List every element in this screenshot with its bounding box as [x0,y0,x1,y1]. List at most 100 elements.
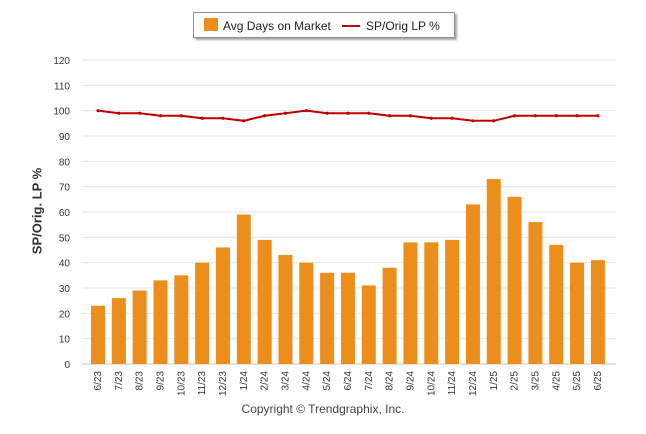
bar [361,285,376,364]
line-point [221,116,225,120]
bar [132,290,147,364]
line-point [304,109,308,113]
legend: Avg Days on Market SP/Orig LP % [193,12,455,38]
x-tick-labels: 6/23 7/23 8/23 9/23 10/23 11/23 12/23 1/24 2/24 3… [93,371,604,396]
y-tick-label: 40 [59,259,71,270]
y-tick-label: 80 [59,157,71,168]
bar [195,262,210,364]
y-tick-label: 100 [53,107,70,118]
copyright-text: Copyright © Trendgraphix, Inc. [241,402,405,416]
x-tick-label: 4/25 [551,371,562,391]
x-tick-label: 8/24 [385,371,396,391]
line-point [513,114,517,118]
x-tick-label: 5/24 [322,371,333,391]
y-tick-label: 0 [64,360,70,371]
x-tick-label: 5/25 [572,371,583,391]
x-tick-label: 10/24 [426,371,437,396]
y-tick-label: 110 [54,81,70,92]
line-point [408,114,413,118]
bar [424,242,439,364]
x-tick-label: 12/24 [468,371,479,396]
bar [382,267,397,364]
line-point [117,111,121,115]
x-tick-label: 12/23 [218,371,229,396]
bar [340,272,355,364]
line-point [450,116,454,120]
bar [465,204,480,364]
bar [153,280,168,364]
bar [570,262,585,364]
legend-bar-label: Avg Days on Market [223,19,331,33]
x-tick-label: 11/23 [197,371,208,396]
line-point [492,119,496,123]
line-point [138,111,142,115]
y-tick-label: 20 [59,309,71,320]
line-series [96,109,600,123]
line-point [367,111,371,115]
bar [528,222,543,364]
bar [215,247,230,364]
line-point [429,116,433,120]
x-tick-label: 6/25 [593,371,604,391]
bar [111,298,126,364]
line-point [388,114,392,118]
x-tick-label: 1/24 [239,371,250,391]
bar [549,244,564,364]
line-point [325,111,329,115]
x-tick-label: 9/23 [155,371,166,391]
y-tick-label: 70 [59,183,71,194]
y-tick-label: 50 [59,233,71,244]
y-tick-label: 60 [59,208,71,219]
line-point [533,114,538,118]
line-point [242,119,246,123]
line-point [554,114,558,118]
bar [403,242,418,364]
bar [507,196,522,364]
bar [299,262,314,364]
gridlines [82,59,616,365]
legend-line-swatch [342,25,360,27]
bar [486,179,501,364]
line-point [158,114,163,118]
x-tick-label: 7/23 [114,371,125,391]
bar [445,239,460,364]
y-tick-labels: 0 10 20 30 40 50 60 70 80 90 100 110 120 [53,56,70,371]
x-tick-label: 4/24 [301,371,312,391]
bar-series [91,179,605,364]
x-tick-label: 10/23 [176,371,187,396]
line-point [96,109,100,113]
x-tick-label: 7/24 [364,371,375,391]
line-point [283,111,288,115]
legend-line-label: SP/Orig LP % [366,19,440,33]
y-tick-label: 30 [59,284,71,295]
y-tick-label: 120 [53,56,70,67]
y-tick-label: 90 [59,132,71,143]
x-tick-label: 6/23 [93,371,104,391]
bar [257,239,272,364]
x-tick-label: 2/24 [260,371,271,391]
line-point [346,111,350,115]
x-tick-label: 8/23 [135,371,146,391]
line-point [575,114,579,118]
x-tick-label: 3/24 [280,371,291,391]
x-tick-label: 1/25 [489,371,500,391]
x-tick-label: 6/24 [343,371,354,391]
bar [236,214,251,364]
line-point [596,114,600,118]
bar [278,255,293,364]
y-tick-label: 10 [59,335,71,346]
x-tick-label: 9/24 [405,371,416,391]
y-axis-label: SP/Orig. LP % [29,167,45,255]
bar [590,260,605,364]
bar [320,272,335,364]
x-tick-label: 3/25 [530,371,541,391]
line-point [471,119,475,123]
legend-bar-swatch [204,18,218,31]
x-tick-label: 2/25 [510,371,521,391]
line-point [200,116,204,120]
bar [91,305,105,364]
bar [174,275,189,364]
line-point [263,114,267,118]
x-tick-label: 11/24 [447,371,458,396]
